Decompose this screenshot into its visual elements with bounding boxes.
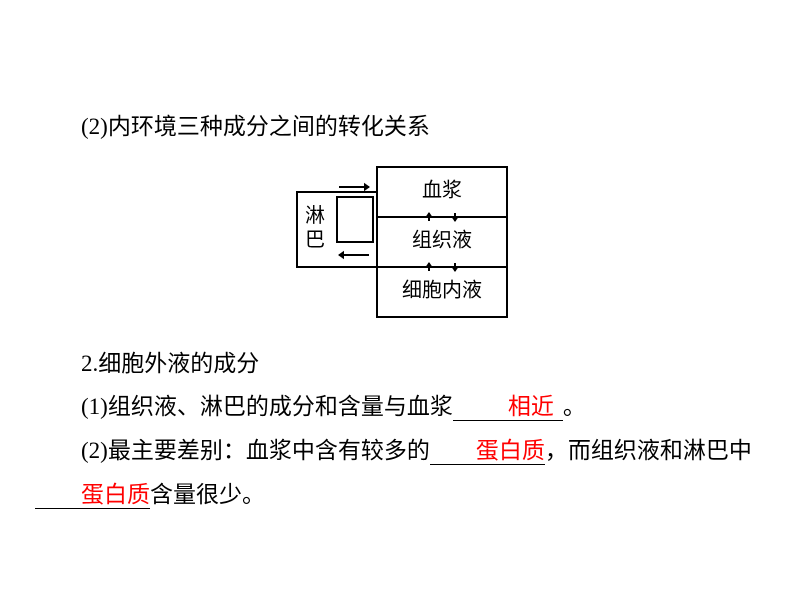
q2-mid: ，而组织液和淋巴中 <box>545 438 752 463</box>
q2-blank-2: 蛋白质 <box>35 480 150 509</box>
question-1: (1)组织液、淋巴的成分和含量与血浆 相近。 <box>35 385 759 429</box>
heading-text: (2)内环境三种成分之间的转化关系 <box>81 114 430 139</box>
svg-text:细胞内液: 细胞内液 <box>402 278 482 301</box>
q2-suffix: 含量很少。 <box>150 482 265 507</box>
q1-answer: 相近 <box>508 394 554 419</box>
q2-answer-1: 蛋白质 <box>476 438 545 463</box>
q2-prefix: (2)最主要差别：血浆中含有较多的 <box>81 438 430 463</box>
svg-text:巴: 巴 <box>305 229 325 251</box>
heading-line: (2)内环境三种成分之间的转化关系 <box>35 105 759 149</box>
relationship-diagram: 血浆组织液细胞内液 淋巴 <box>277 157 517 332</box>
q1-prefix: (1)组织液、淋巴的成分和含量与血浆 <box>81 394 453 419</box>
q2-blank-1: 蛋白质 <box>430 436 545 465</box>
question-2: (2)最主要差别：血浆中含有较多的蛋白质，而组织液和淋巴中蛋白质含量很少。 <box>35 429 759 516</box>
svg-text:组织液: 组织液 <box>412 228 472 251</box>
svg-text:淋: 淋 <box>305 204 325 227</box>
page: (2)内环境三种成分之间的转化关系 血浆组织液细胞内液淋巴 2.细胞外液的成分 … <box>0 0 794 603</box>
q2-answer-2: 蛋白质 <box>81 482 150 507</box>
diagram-container: 血浆组织液细胞内液 淋巴 <box>35 157 759 332</box>
svg-text:血浆: 血浆 <box>422 178 462 201</box>
q1-blank: 相近 <box>453 392 563 421</box>
section2-title-text: 2.细胞外液的成分 <box>81 351 259 376</box>
section2-title: 2.细胞外液的成分 <box>35 342 759 386</box>
q1-suffix: 。 <box>563 394 586 419</box>
